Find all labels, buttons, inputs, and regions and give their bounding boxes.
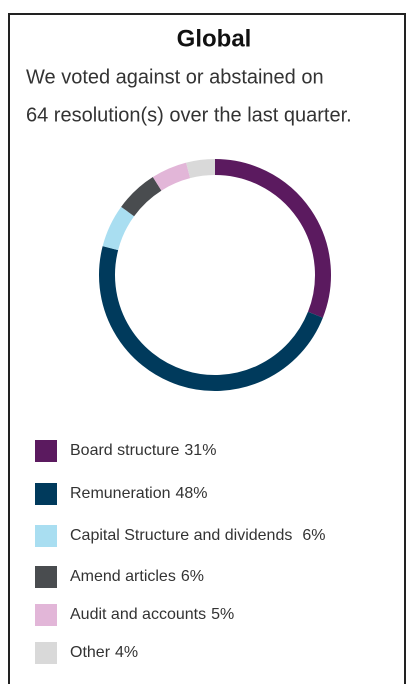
chart-title: Global [177,25,252,52]
card-border [8,13,406,684]
legend-name: Other [70,644,111,661]
legend-swatch [35,483,57,505]
legend-value: 5% [211,606,234,623]
legend-swatch [35,440,57,462]
legend-value: 6% [181,568,204,585]
legend-swatch [35,566,57,588]
donut-segment [186,159,216,179]
legend-value: 6% [302,527,325,544]
donut-segment [99,246,323,391]
legend-label: Other 4% [70,644,138,661]
legend-value: 31% [184,442,216,459]
legend-label: Amend articles 6% [70,568,204,585]
legend-name: Audit and accounts [70,606,206,623]
legend-name: Amend articles [70,568,176,585]
legend-swatch [35,604,57,626]
legend-value: 48% [176,485,208,502]
legend-value: 4% [115,644,138,661]
donut-segment [102,206,135,251]
legend-swatch [35,525,57,547]
legend-name: Board structure [70,442,179,459]
legend-label: Capital Structure and dividends 6% [70,527,325,544]
legend-name: Capital Structure and dividends [70,527,292,544]
subtitle-line: 64 resolution(s) over the last quarter. [26,104,352,126]
legend-label: Audit and accounts 5% [70,606,234,623]
donut-segment [214,159,331,318]
donut-segment [152,162,191,191]
subtitle-line: We voted against or abstained on [26,66,324,88]
legend-label: Board structure 31% [70,442,216,459]
legend-name: Remuneration [70,485,171,502]
donut-segment [121,177,162,217]
legend-swatch [35,642,57,664]
legend-label: Remuneration 48% [70,485,208,502]
